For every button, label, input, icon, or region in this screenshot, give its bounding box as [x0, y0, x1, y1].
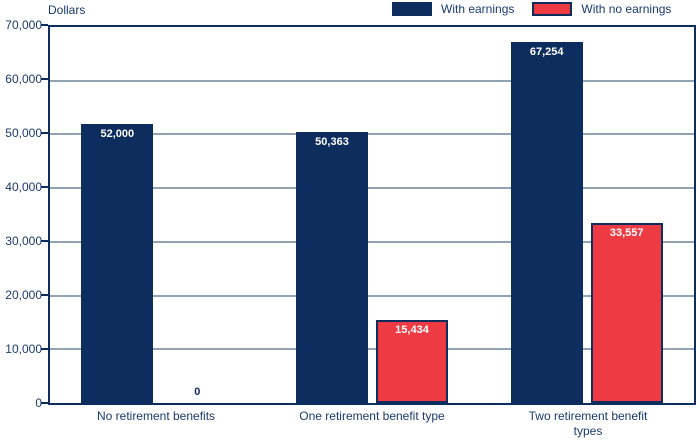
legend-label: With no earnings — [581, 2, 672, 16]
gridline — [50, 133, 694, 135]
bar-group: 52,000 0 — [50, 27, 265, 403]
bar-groups: 52,000 0 50,363 15,434 67,254 33,557 — [50, 27, 694, 403]
gridline — [50, 241, 694, 243]
bar — [296, 132, 368, 403]
y-tick-mark — [41, 132, 48, 134]
legend-item: With no earnings — [532, 2, 671, 16]
gridline — [50, 295, 694, 297]
bar-value-label: 52,000 — [100, 128, 135, 140]
legend-swatch — [532, 2, 573, 16]
bar-value-label: 15,434 — [395, 324, 429, 336]
legend-item: With earnings — [392, 2, 514, 16]
bar-group: 50,363 15,434 — [265, 27, 480, 403]
y-tick-label: 10,000 — [5, 342, 42, 356]
category-label: One retirement benefit type — [299, 409, 445, 423]
gridline — [50, 80, 694, 82]
y-tick-mark — [41, 294, 48, 296]
bar — [510, 42, 583, 403]
y-tick-mark — [41, 240, 48, 242]
bar — [376, 320, 448, 403]
bar-value-label: 33,557 — [609, 227, 644, 239]
category-label: Two retirement benefit types — [528, 409, 648, 438]
bar-value-label: 50,363 — [315, 136, 349, 148]
legend: With earnings With no earnings — [392, 2, 671, 16]
y-tick-label: 50,000 — [5, 126, 42, 140]
plot-area: 52,000 0 50,363 15,434 67,254 33,557 — [48, 25, 696, 405]
y-axis-title: Dollars — [48, 3, 86, 17]
bar-slot: 15,434 — [376, 320, 448, 403]
legend-swatch — [392, 2, 432, 16]
y-tick-label: 0 — [35, 396, 42, 410]
y-tick-mark — [41, 78, 48, 80]
y-tick-label: 70,000 — [5, 18, 42, 32]
y-tick-label: 60,000 — [5, 72, 42, 86]
bar-slot: 52,000 — [81, 124, 154, 403]
gridline — [50, 187, 694, 189]
gridline — [50, 348, 694, 350]
bar-value-label: 0 — [194, 386, 201, 398]
bar-slot: 50,363 — [296, 132, 368, 403]
y-tick-mark — [41, 186, 48, 188]
y-tick-mark — [41, 24, 48, 26]
bar — [81, 124, 154, 403]
bar-slot: 33,557 — [590, 223, 663, 403]
x-axis-category-labels: No retirement benefits One retirement ben… — [48, 409, 696, 439]
legend-label: With earnings — [441, 2, 515, 16]
y-tick-label: 40,000 — [5, 180, 42, 194]
y-tick-label: 30,000 — [5, 234, 42, 248]
bar — [590, 223, 663, 403]
y-tick-mark — [41, 402, 48, 404]
y-tick-mark — [41, 348, 48, 350]
bar-value-label: 67,254 — [529, 46, 564, 58]
y-tick-label: 20,000 — [5, 288, 42, 302]
category-label: No retirement benefits — [96, 409, 216, 423]
bar-slot: 67,254 — [510, 42, 583, 403]
bar-group: 67,254 33,557 — [479, 27, 694, 403]
